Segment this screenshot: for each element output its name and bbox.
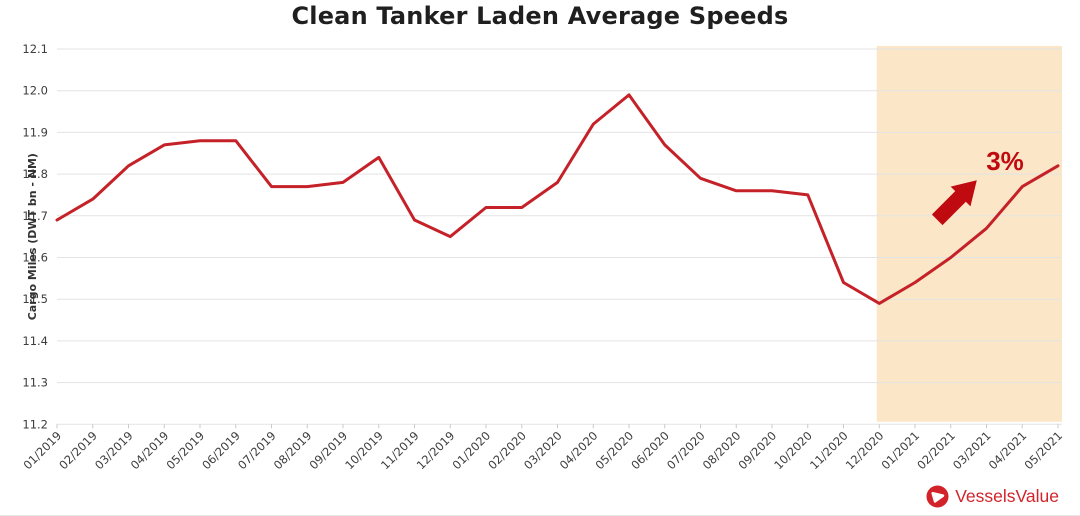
x-tick-label: 09/2019 (306, 429, 350, 473)
x-tick-label: 03/2019 (92, 429, 136, 473)
x-tick-label: 09/2020 (735, 429, 779, 473)
x-tick-label: 01/2020 (449, 429, 493, 473)
x-tick-label: 07/2019 (235, 429, 279, 473)
x-tick-label: 05/2021 (1021, 429, 1065, 473)
y-tick-label: 11.2 (22, 417, 48, 431)
x-tick-label: 04/2020 (557, 429, 601, 473)
speed-line-series (55, 93, 1060, 305)
x-tick-label: 10/2020 (771, 429, 815, 473)
x-tick-label: 07/2020 (664, 429, 708, 473)
x-tick-label: 05/2020 (592, 429, 636, 473)
x-tick-label: 06/2019 (199, 429, 243, 473)
y-tick-label: 11.7 (22, 209, 48, 223)
x-tick-label: 03/2021 (950, 429, 994, 473)
x-tick-label: 03/2020 (521, 429, 565, 473)
y-tick-label: 11.5 (22, 292, 48, 306)
y-tick-label: 12.0 (22, 84, 48, 98)
y-tick-label: 12.1 (22, 42, 48, 56)
x-tick-label: 12/2019 (414, 429, 458, 473)
x-tick-label: 04/2019 (128, 429, 172, 473)
y-axis-label: Cargo Miles (DWT bn - NM) (26, 153, 39, 320)
x-tick-label: 06/2020 (628, 429, 672, 473)
vesselsvalue-logo-icon (926, 485, 949, 508)
x-tick-label: 01/2021 (878, 429, 922, 473)
x-tick-label: 02/2020 (485, 429, 529, 473)
x-tick-label: 02/2021 (914, 429, 958, 473)
percent-annotation: 3% (986, 146, 1024, 176)
x-tick-label: 12/2020 (843, 429, 887, 473)
up-right-arrow-icon (931, 180, 977, 226)
forecast-highlight-band (876, 46, 1062, 422)
x-tick-label: 11/2020 (807, 429, 851, 473)
y-tick-label: 11.4 (22, 334, 48, 348)
y-tick-label: 11.6 (22, 251, 48, 265)
vesselsvalue-logo-text: VesselsValue (955, 486, 1059, 506)
x-tick-label: 08/2020 (700, 429, 744, 473)
vesselsvalue-logo: VesselsValue (926, 485, 1059, 508)
x-tick-label: 11/2019 (378, 429, 422, 473)
x-tick-label: 02/2019 (56, 429, 100, 473)
x-tick-label: 08/2019 (271, 429, 315, 473)
x-tick-label: 01/2019 (20, 429, 64, 473)
y-tick-label: 11.9 (22, 125, 48, 139)
y-tick-label: 11.3 (22, 376, 48, 390)
chart-title: Clean Tanker Laden Average Speeds (291, 2, 789, 30)
y-tick-label: 11.8 (22, 167, 48, 181)
x-tick-label: 10/2019 (342, 429, 386, 473)
x-tick-label: 05/2019 (163, 429, 207, 473)
x-tick-label: 04/2021 (986, 429, 1030, 473)
